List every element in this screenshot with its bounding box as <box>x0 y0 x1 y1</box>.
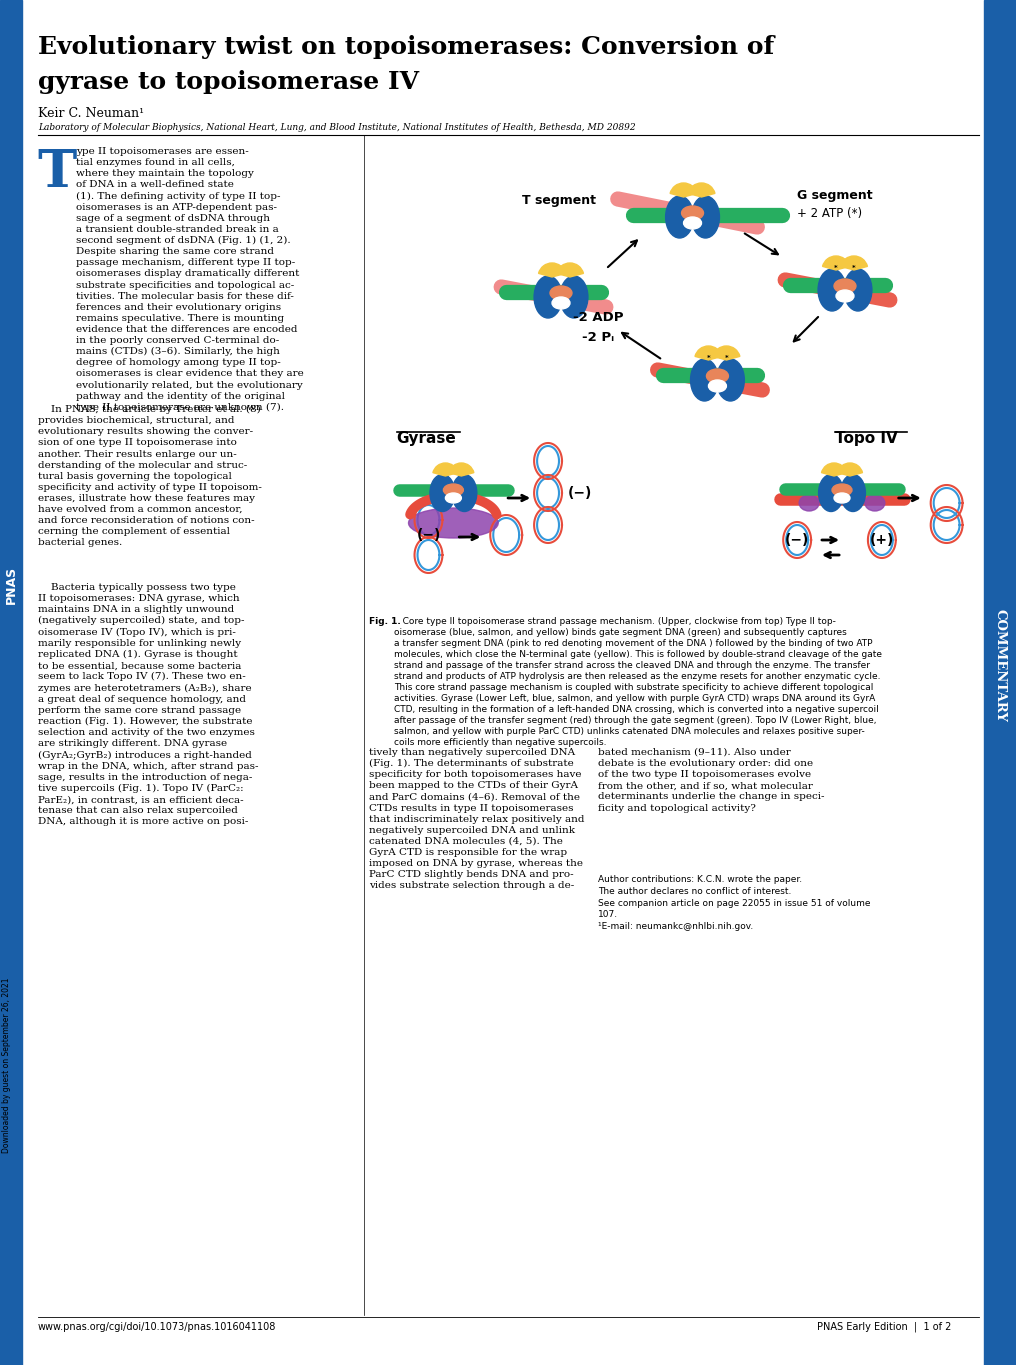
Text: T: T <box>38 147 77 198</box>
Text: Topo IV: Topo IV <box>835 431 897 446</box>
Text: T segment: T segment <box>522 194 595 206</box>
Ellipse shape <box>665 197 693 238</box>
Text: bated mechanism (9–11). Also under
debate is the evolutionary order: did one
of : bated mechanism (9–11). Also under debat… <box>597 748 823 812</box>
Bar <box>983 0 1015 1365</box>
Wedge shape <box>840 257 866 270</box>
Ellipse shape <box>843 269 871 311</box>
Text: PNAS Early Edition  |  1 of 2: PNAS Early Edition | 1 of 2 <box>816 1321 951 1332</box>
Ellipse shape <box>445 493 461 502</box>
Wedge shape <box>432 463 458 476</box>
Text: tively than negatively supercoiled DNA
(Fig. 1). The determinants of substrate
s: tively than negatively supercoiled DNA (… <box>368 748 584 890</box>
Text: Bacteria typically possess two type
II topoisomerases: DNA gyrase, which
maintai: Bacteria typically possess two type II t… <box>38 583 258 826</box>
Text: *: * <box>706 355 709 360</box>
Text: *: * <box>851 265 855 272</box>
Ellipse shape <box>840 475 864 512</box>
Ellipse shape <box>451 475 476 512</box>
Ellipse shape <box>681 206 703 220</box>
Ellipse shape <box>443 485 463 495</box>
Ellipse shape <box>836 289 853 302</box>
Bar <box>0 0 21 1365</box>
Text: Evolutionary twist on topoisomerases: Conversion of: Evolutionary twist on topoisomerases: Co… <box>38 35 773 59</box>
Ellipse shape <box>551 298 570 308</box>
Text: -2 ADP: -2 ADP <box>572 310 623 324</box>
Text: Gyrase: Gyrase <box>396 431 455 446</box>
Text: In PNAS, the article by Tretter et al. (8)
provides biochemical, structural, and: In PNAS, the article by Tretter et al. (… <box>38 405 262 547</box>
Text: + 2 ATP (*): + 2 ATP (*) <box>797 206 861 220</box>
Ellipse shape <box>549 287 572 300</box>
Ellipse shape <box>691 197 718 238</box>
Ellipse shape <box>818 475 843 512</box>
Ellipse shape <box>690 359 717 401</box>
Ellipse shape <box>832 485 851 495</box>
Wedge shape <box>556 263 583 277</box>
Text: Laboratory of Molecular Biophysics, National Heart, Lung, and Blood Institute, N: Laboratory of Molecular Biophysics, Nati… <box>38 123 635 132</box>
Text: *: * <box>834 265 837 272</box>
Text: G segment: G segment <box>797 188 872 202</box>
Text: *: * <box>723 355 728 360</box>
Text: Core type II topoisomerase strand passage mechanism. (Upper, clockwise from top): Core type II topoisomerase strand passag… <box>393 617 880 747</box>
Ellipse shape <box>834 278 855 293</box>
Text: Fig. 1.: Fig. 1. <box>368 617 400 627</box>
Ellipse shape <box>715 359 744 401</box>
Text: gyrase to topoisomerase IV: gyrase to topoisomerase IV <box>38 70 419 94</box>
Ellipse shape <box>708 379 726 392</box>
Wedge shape <box>669 183 696 197</box>
Ellipse shape <box>864 495 883 511</box>
Text: (+): (+) <box>869 532 894 547</box>
Ellipse shape <box>798 495 818 511</box>
Ellipse shape <box>817 269 845 311</box>
Ellipse shape <box>409 508 497 538</box>
Ellipse shape <box>706 369 728 384</box>
Text: COMMENTARY: COMMENTARY <box>993 609 1006 722</box>
Text: (−): (−) <box>785 532 808 547</box>
Text: -2 Pᵢ: -2 Pᵢ <box>581 330 613 344</box>
Text: (−): (−) <box>416 528 440 542</box>
Text: Author contributions: K.C.N. wrote the paper.
The author declares no conflict of: Author contributions: K.C.N. wrote the p… <box>597 875 869 931</box>
Wedge shape <box>712 345 739 360</box>
Wedge shape <box>837 463 862 476</box>
Text: ype II topoisomerases are essen-
tial enzymes found in all cells,
where they mai: ype II topoisomerases are essen- tial en… <box>75 147 304 412</box>
Text: www.pnas.org/cgi/doi/10.1073/pnas.1016041108: www.pnas.org/cgi/doi/10.1073/pnas.101604… <box>38 1321 276 1332</box>
Wedge shape <box>688 183 714 197</box>
Wedge shape <box>448 463 474 476</box>
Ellipse shape <box>834 493 849 502</box>
Wedge shape <box>538 263 565 277</box>
Text: PNAS: PNAS <box>4 566 17 605</box>
Ellipse shape <box>559 276 587 318</box>
Wedge shape <box>820 463 846 476</box>
Ellipse shape <box>534 276 561 318</box>
Wedge shape <box>821 257 849 270</box>
Ellipse shape <box>430 475 454 512</box>
Ellipse shape <box>683 217 701 229</box>
Text: Keir C. Neuman¹: Keir C. Neuman¹ <box>38 106 144 120</box>
Text: Downloaded by guest on September 26, 2021: Downloaded by guest on September 26, 202… <box>2 977 11 1153</box>
Text: (−): (−) <box>568 486 592 500</box>
Wedge shape <box>694 345 721 360</box>
